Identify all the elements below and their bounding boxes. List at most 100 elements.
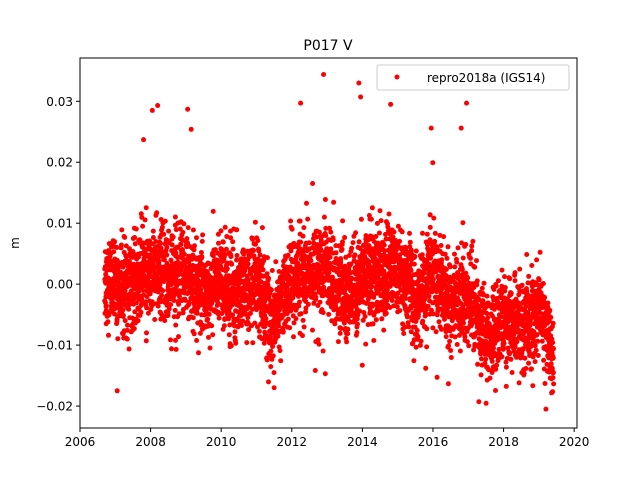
data-point: [303, 309, 309, 315]
data-point: [250, 340, 256, 346]
data-point: [499, 354, 505, 360]
data-point: [408, 268, 414, 273]
legend-marker: [394, 74, 400, 80]
data-point: [188, 282, 194, 288]
data-point: [383, 236, 389, 242]
data-point: [320, 348, 326, 354]
data-point: [533, 347, 539, 353]
data-point: [172, 214, 178, 220]
data-point: [516, 380, 522, 386]
data-point: [297, 281, 303, 287]
data-point: [447, 338, 453, 344]
data-point: [132, 309, 138, 315]
data-point: [339, 246, 345, 252]
data-point: [301, 324, 307, 330]
data-point: [472, 264, 478, 270]
data-point-outlier: [543, 406, 549, 412]
data-point: [244, 340, 250, 346]
data-point: [328, 229, 334, 235]
data-point: [439, 257, 445, 263]
data-point: [196, 350, 201, 356]
data-point: [340, 239, 345, 245]
legend: repro2018a (IGS14): [376, 64, 570, 91]
legend-box: [376, 64, 570, 91]
data-point: [529, 366, 534, 372]
data-point: [474, 278, 480, 284]
data-point: [523, 366, 529, 371]
data-point: [270, 353, 276, 359]
data-point: [313, 294, 319, 300]
data-point: [383, 310, 389, 316]
data-point: [119, 227, 125, 233]
data-point: [399, 229, 405, 235]
data-point: [551, 346, 556, 351]
data-point: [391, 229, 397, 235]
data-point: [209, 323, 215, 329]
data-point: [426, 293, 432, 299]
data-point: [127, 246, 132, 252]
data-point: [406, 324, 412, 330]
data-point: [118, 242, 124, 248]
data-point-outlier: [155, 103, 161, 109]
data-point: [469, 243, 475, 249]
data-point: [242, 311, 248, 317]
data-point: [415, 311, 421, 317]
data-point: [550, 355, 556, 361]
data-point: [291, 334, 296, 340]
data-point: [386, 211, 392, 217]
data-point: [350, 240, 356, 246]
data-point: [275, 333, 281, 339]
data-point: [484, 293, 490, 299]
data-point: [150, 235, 156, 240]
data-point: [448, 348, 454, 353]
data-point: [215, 259, 221, 264]
data-point: [318, 247, 324, 252]
data-point: [394, 295, 400, 301]
data-point: [190, 227, 196, 233]
data-point: [207, 345, 213, 351]
data-point: [206, 311, 212, 317]
data-point: [394, 304, 400, 310]
y-tick-label: 0.00: [46, 278, 73, 292]
legend-label: repro2018a (IGS14): [427, 71, 545, 85]
data-point: [498, 314, 504, 320]
data-point: [232, 329, 238, 335]
data-point: [443, 266, 449, 272]
data-point: [315, 337, 321, 343]
data-point: [403, 296, 409, 301]
data-point: [478, 372, 484, 378]
data-point: [455, 245, 461, 251]
data-point: [431, 215, 437, 221]
data-point: [120, 264, 126, 270]
data-point: [298, 239, 304, 245]
data-points: [102, 71, 557, 412]
data-point: [300, 233, 306, 239]
data-point: [550, 370, 556, 375]
data-point: [358, 216, 364, 222]
data-point: [317, 299, 323, 305]
data-point-outlier: [358, 94, 364, 100]
data-point: [460, 255, 466, 261]
data-point-outlier: [141, 137, 147, 143]
data-point: [322, 197, 328, 202]
data-point: [220, 239, 226, 245]
data-point: [173, 322, 179, 328]
data-point: [122, 234, 128, 240]
data-point: [515, 300, 521, 306]
data-point: [433, 329, 439, 335]
data-point: [355, 321, 360, 327]
data-point: [523, 304, 529, 309]
data-point: [300, 317, 306, 323]
data-point: [206, 334, 211, 340]
data-point: [338, 259, 344, 264]
data-point: [168, 302, 174, 308]
data-point: [456, 332, 462, 338]
data-point: [550, 389, 556, 395]
data-point: [357, 308, 363, 314]
data-point: [132, 235, 138, 240]
data-point: [277, 348, 283, 354]
data-point: [303, 305, 309, 311]
data-point: [411, 358, 417, 364]
data-point: [345, 331, 351, 337]
data-point: [176, 334, 181, 340]
